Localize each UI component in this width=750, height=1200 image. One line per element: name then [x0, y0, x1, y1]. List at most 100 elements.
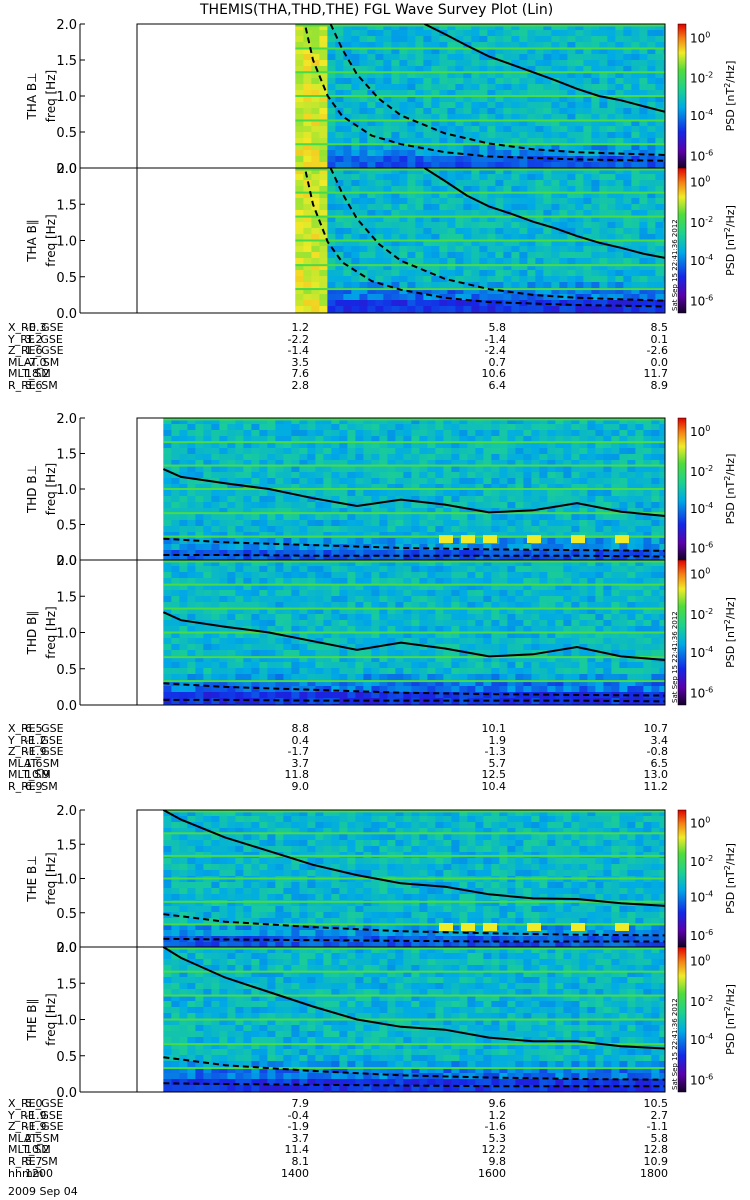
solid-frequency-curve: [162, 468, 665, 517]
colorbar-tick-label: 10-2: [690, 607, 713, 622]
dashed-frequency-curve: [304, 27, 665, 162]
ephemeris-value: 0.4: [291, 733, 310, 747]
y-tick-label: 1.5: [56, 198, 77, 213]
ephemeris-value: 12.8: [643, 1143, 669, 1157]
ephemeris-value: 10.7: [643, 722, 669, 735]
timestamp-label: Sat Sep 15 22:41:36 2012: [671, 998, 679, 1090]
ephemeris-value: 8.9: [650, 379, 669, 392]
colorbar-tick-label: 10-2: [690, 71, 713, 86]
ephemeris-value: 7.9: [291, 1097, 310, 1110]
ephemeris-value: -1.6: [484, 1120, 506, 1134]
ephemeris-value: 9.8: [488, 1155, 507, 1168]
y-tick-label: 0.5: [56, 519, 77, 534]
ephemeris-label: Y_RE_GSE: [8, 733, 63, 747]
ephemeris-value: -1.4: [484, 332, 506, 346]
colorbar-tick-label: 10-4: [690, 890, 713, 905]
ephemeris-value: 10.5: [643, 1097, 669, 1110]
y-tick-label: 2.0: [56, 554, 77, 569]
ephemeris-value: 9.0: [291, 780, 310, 793]
y-tick-label: 2.0: [56, 412, 77, 427]
ephemeris-value: -2.2: [287, 332, 309, 346]
ephemeris-value: 8.5: [650, 321, 669, 334]
colorbar-tick-label: 10-6: [690, 148, 713, 163]
colorbar-tick-label: 10-4: [690, 501, 713, 516]
colorbar-label: PSD [nT2/Hz]: [723, 454, 737, 525]
ephemeris-value: 2.8: [291, 379, 310, 392]
y-tick-label: 1.0: [56, 1014, 77, 1029]
dashed-frequency-curve: [163, 937, 665, 943]
y-axis-label: freq [Hz]: [44, 463, 58, 515]
ephemeris-value: 3.7: [291, 1131, 310, 1145]
y-axis-label: freq [Hz]: [44, 70, 58, 122]
ephemeris-value: 12.5: [481, 768, 507, 782]
colorbar-label: PSD [nT2/Hz]: [723, 597, 737, 668]
ephemeris-label: hhmm: [8, 1166, 44, 1180]
ephemeris-label: MLT_SM: [8, 367, 51, 381]
y-tick-label: 0.5: [56, 126, 77, 141]
ephemeris-value: 3.5: [291, 355, 310, 369]
y-tick-label: 0.0: [56, 307, 77, 322]
colorbar-tick-label: 100: [690, 816, 710, 831]
colorbar-label: PSD [nT2/Hz]: [723, 984, 737, 1055]
dashed-frequency-curve: [163, 537, 665, 552]
spectrogram-panel: [295, 24, 665, 168]
colorbar-tick-label: 10-4: [690, 108, 713, 123]
ephemeris-label: Y_RE_GSE: [8, 332, 63, 346]
ephemeris-value: 3.7: [291, 756, 310, 770]
ephemeris-value: 3.2: [25, 332, 43, 346]
ephemeris-value: 6.5: [25, 722, 43, 735]
ephemeris-label: Z_RE_GSE: [8, 1120, 64, 1134]
timestamp-label: Sat Sep 15 22:41:36 2012: [671, 611, 679, 703]
colorbar-tick-label: 10-4: [690, 253, 713, 268]
dashed-frequency-curve: [163, 554, 665, 558]
y-tick-label: 2.0: [56, 804, 77, 819]
spectrogram-panel: [162, 560, 665, 705]
y-tick-label: 0.0: [56, 699, 77, 714]
ephemeris-label: MLAT_SM: [8, 756, 60, 770]
y-tick-label: 1.0: [56, 873, 77, 888]
dashed-frequency-curve: [304, 171, 665, 308]
ephemeris-value: 1800: [640, 1166, 668, 1180]
ephemeris-value: -1.9: [287, 1120, 309, 1134]
y-tick-label: 1.0: [56, 235, 77, 250]
timestamp-label: Sat Sep 15 22:41:36 2012: [671, 219, 679, 311]
ephemeris-value: -0.4: [287, 1108, 309, 1122]
y-axis-label: freq [Hz]: [44, 993, 58, 1045]
colorbar-tick-label: 100: [690, 567, 710, 582]
ephemeris-value: 11.7: [643, 367, 669, 381]
ephemeris-value: 10.2: [25, 1143, 50, 1157]
ephemeris-value: 10.4: [481, 780, 507, 793]
colorbar-tick-label: 10-6: [690, 685, 713, 700]
colorbar-tick-label: 10-6: [690, 928, 713, 943]
colorbar: [677, 167, 687, 314]
spectrogram-panel: [162, 810, 665, 947]
dashed-frequency-curve: [163, 1056, 665, 1081]
ephemeris-value: 11.2: [643, 780, 669, 793]
colorbar-label: PSD [nT2/Hz]: [723, 205, 737, 276]
ephemeris-value: 0.0: [650, 355, 669, 369]
colorbar-tick-label: 10-2: [690, 994, 713, 1009]
ephemeris-value: 1.2: [291, 321, 310, 334]
spectrogram-panel: [295, 168, 665, 313]
ephemeris-value: 0.7: [488, 355, 507, 369]
ephemeris-value: 1.9: [488, 733, 507, 747]
ephemeris-value: -1.3: [484, 745, 506, 759]
ephemeris-value: -1.9: [25, 745, 47, 759]
ephemeris-value: 1.2: [488, 1108, 507, 1122]
dashed-frequency-curve: [163, 682, 665, 697]
ephemeris-value: -2.6: [646, 344, 668, 358]
colorbar-tick-label: 100: [690, 954, 710, 969]
colorbar-label: PSD [nT2/Hz]: [723, 61, 737, 132]
y-tick-label: 1.5: [56, 590, 77, 605]
ephemeris-value: 2.5: [25, 1131, 43, 1145]
colorbar-tick-label: 10-2: [690, 464, 713, 479]
dashed-frequency-curve: [163, 913, 665, 937]
colorbar: [677, 559, 687, 706]
ephemeris-value: 10.9: [643, 1155, 669, 1168]
colorbar: [677, 417, 687, 561]
y-tick-label: 1.5: [56, 838, 77, 853]
ephemeris-label: MLT_SM: [8, 1143, 51, 1157]
ephemeris-value: 3.4: [650, 733, 669, 747]
ephemeris-label: R_RE_SM: [8, 1155, 58, 1168]
colorbar-tick-label: 100: [690, 424, 710, 439]
